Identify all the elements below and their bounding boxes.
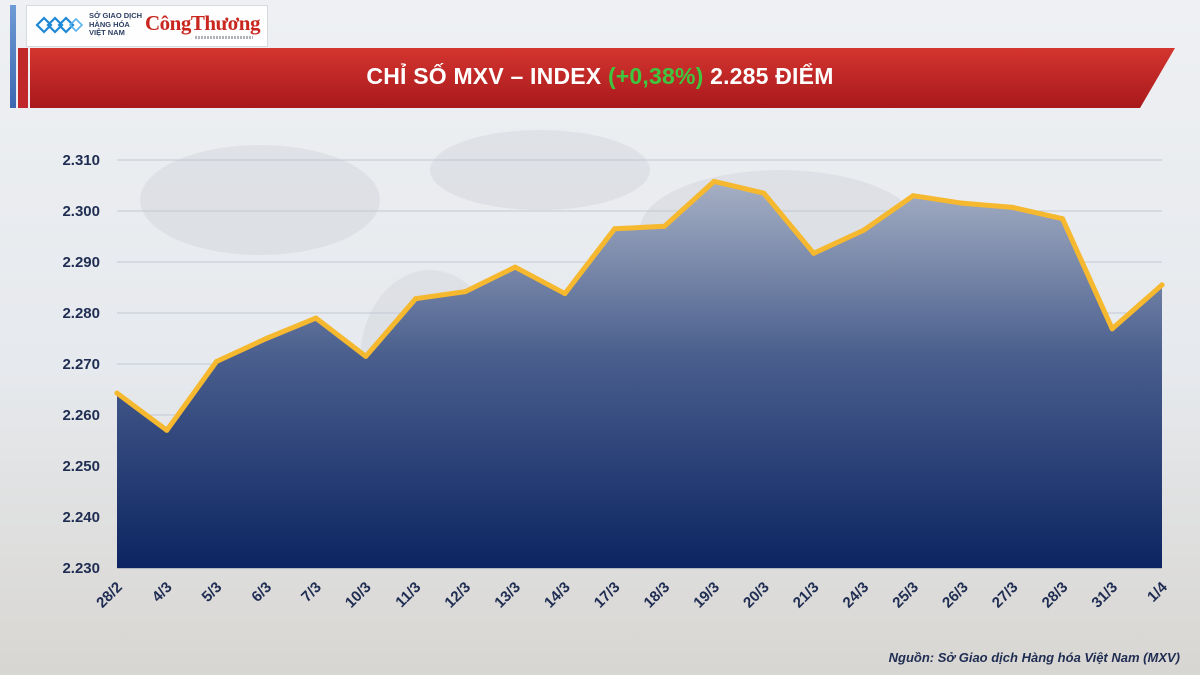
title-suffix: 2.285 ĐIỂM: [703, 63, 834, 89]
data-point: [711, 178, 717, 184]
title-prefix: CHỈ SỐ MXV – INDEX: [366, 63, 608, 89]
x-tick-label: 5/3: [199, 579, 226, 606]
data-point: [1159, 282, 1165, 288]
data-point: [1060, 216, 1065, 222]
area-layer: [114, 178, 1165, 568]
y-tick-label: 2.300: [62, 203, 100, 220]
data-point: [313, 315, 319, 321]
data-point: [960, 200, 966, 206]
x-tick-label: 4/3: [149, 579, 176, 606]
x-tick-label: 19/3: [690, 579, 723, 612]
left-accent-bar: [10, 5, 16, 108]
data-point: [1010, 204, 1016, 210]
y-tick-label: 2.310: [62, 152, 100, 169]
x-tick-label: 14/3: [541, 579, 574, 612]
x-tick-label: 12/3: [441, 579, 474, 612]
data-point: [263, 336, 269, 341]
data-point: [363, 353, 369, 359]
mxv-logo-icon: [35, 16, 83, 34]
x-tick-label: 13/3: [491, 579, 524, 612]
logo-line: VIỆT NAM: [89, 28, 125, 37]
logo-line: SỞ GIAO DỊCH: [89, 11, 143, 20]
data-point: [164, 427, 170, 433]
banner-shape: [30, 48, 1175, 108]
x-tick-label: 10/3: [342, 579, 375, 612]
data-point: [214, 359, 219, 364]
x-tick-label: 7/3: [298, 579, 325, 606]
x-tick-label: 28/2: [93, 579, 126, 612]
series-line: [114, 178, 1165, 433]
data-point: [413, 296, 419, 302]
y-tick-label: 2.290: [62, 254, 100, 271]
data-point: [811, 250, 817, 256]
chart-title: CHỈ SỐ MXV – INDEX (+0,38%) 2.285 ĐIỂM: [60, 63, 1140, 90]
banner-left-stripe: [18, 48, 28, 108]
data-point: [562, 291, 568, 297]
x-tick-label: 27/3: [989, 579, 1022, 612]
source-note: Nguồn: Sở Giao dịch Hàng hóa Việt Nam (M…: [888, 650, 1180, 665]
x-tick-label: 1/4: [1144, 578, 1171, 605]
x-tick-label: 20/3: [740, 579, 773, 612]
area-fill: [117, 181, 1162, 568]
x-tick-label: 24/3: [840, 579, 873, 612]
x-tick-label: 25/3: [889, 579, 922, 612]
x-axis: 28/2 4/3 5/3 6/3 7/3 10/3 11/3 12/3 13/3 14/3 17/3…: [93, 578, 1171, 611]
data-point: [910, 193, 916, 199]
data-point: [114, 390, 120, 396]
brand-tagline-decor: [195, 36, 253, 39]
data-point: [512, 264, 518, 270]
data-point: [761, 190, 767, 196]
x-tick-label: 11/3: [392, 579, 424, 611]
x-tick-label: 31/3: [1088, 579, 1121, 612]
y-tick-label: 2.260: [62, 407, 100, 424]
x-tick-label: 18/3: [641, 579, 674, 612]
data-point: [1109, 326, 1115, 332]
y-tick-label: 2.250: [62, 458, 100, 475]
x-tick-label: 6/3: [248, 579, 275, 606]
title-banner: [18, 48, 1175, 108]
y-tick-label: 2.280: [62, 305, 100, 322]
data-point: [462, 289, 468, 295]
y-axis: 2.230 2.240 2.250 2.260 2.270 2.280 2.290 2.300…: [62, 152, 100, 577]
data-point: [860, 227, 866, 233]
x-tick-label: 26/3: [939, 579, 972, 612]
header-logos: SỞ GIAO DỊCH HÀNG HÓA VIỆT NAM CôngThươn…: [26, 5, 268, 47]
title-change-percent: (+0,38%): [607, 63, 704, 89]
logo-line: HÀNG HÓA: [89, 19, 130, 29]
x-tick-label: 28/3: [1039, 579, 1072, 612]
y-tick-label: 2.240: [62, 509, 100, 526]
data-point: [661, 223, 667, 229]
x-tick-label: 21/3: [790, 579, 823, 612]
y-tick-label: 2.230: [62, 560, 100, 577]
data-point: [612, 226, 618, 232]
y-tick-label: 2.270: [62, 356, 100, 373]
mxv-logo-text: SỞ GIAO DỊCH HÀNG HÓA VIỆT NAM: [89, 11, 149, 38]
x-tick-label: 17/3: [591, 579, 624, 612]
cong-thuong-logo: CôngThương: [145, 11, 260, 35]
